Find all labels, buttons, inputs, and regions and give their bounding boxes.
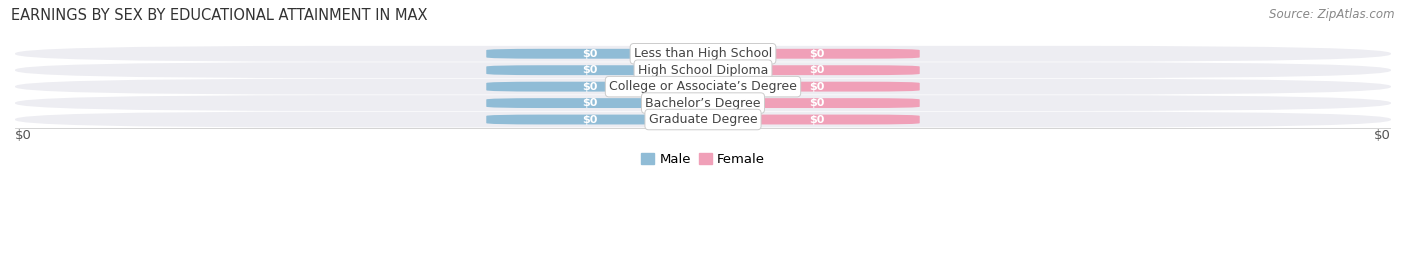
FancyBboxPatch shape (713, 49, 920, 59)
Text: Source: ZipAtlas.com: Source: ZipAtlas.com (1270, 8, 1395, 21)
Text: $0: $0 (808, 115, 824, 125)
Legend: Male, Female: Male, Female (636, 148, 770, 171)
Text: $0: $0 (808, 49, 824, 59)
Text: $0: $0 (582, 82, 598, 92)
FancyBboxPatch shape (15, 112, 1391, 128)
FancyBboxPatch shape (15, 62, 1391, 78)
FancyBboxPatch shape (713, 82, 920, 91)
Text: Bachelor’s Degree: Bachelor’s Degree (645, 97, 761, 109)
FancyBboxPatch shape (15, 95, 1391, 111)
Text: $0: $0 (808, 82, 824, 92)
FancyBboxPatch shape (15, 46, 1391, 62)
FancyBboxPatch shape (486, 49, 693, 59)
FancyBboxPatch shape (486, 98, 693, 108)
Text: $0: $0 (582, 115, 598, 125)
Text: $0: $0 (808, 98, 824, 108)
Text: $0: $0 (15, 129, 32, 142)
Text: Graduate Degree: Graduate Degree (648, 113, 758, 126)
Text: $0: $0 (582, 65, 598, 75)
FancyBboxPatch shape (15, 79, 1391, 94)
FancyBboxPatch shape (486, 65, 693, 75)
FancyBboxPatch shape (486, 115, 693, 125)
Text: High School Diploma: High School Diploma (638, 64, 768, 77)
Text: EARNINGS BY SEX BY EDUCATIONAL ATTAINMENT IN MAX: EARNINGS BY SEX BY EDUCATIONAL ATTAINMEN… (11, 8, 427, 23)
Text: $0: $0 (582, 98, 598, 108)
Text: College or Associate’s Degree: College or Associate’s Degree (609, 80, 797, 93)
Text: $0: $0 (1374, 129, 1391, 142)
Text: $0: $0 (808, 65, 824, 75)
Text: Less than High School: Less than High School (634, 47, 772, 60)
Text: $0: $0 (582, 49, 598, 59)
FancyBboxPatch shape (713, 65, 920, 75)
FancyBboxPatch shape (713, 98, 920, 108)
FancyBboxPatch shape (486, 82, 693, 91)
FancyBboxPatch shape (713, 115, 920, 125)
